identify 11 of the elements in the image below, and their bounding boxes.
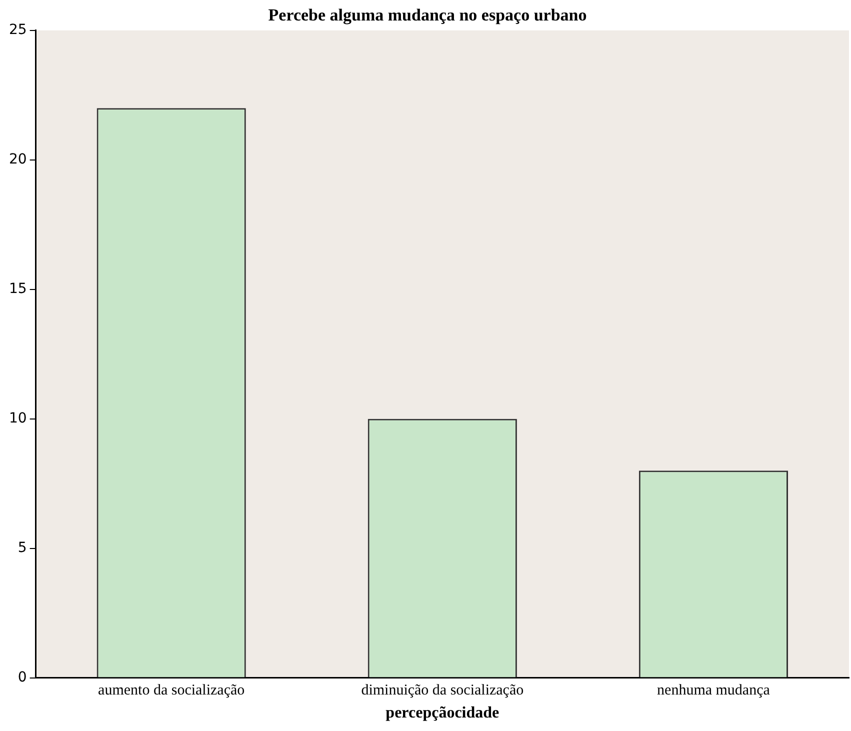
y-tick-label: 10 (8, 410, 27, 426)
x-axis-title: percepçãocidade (386, 704, 500, 722)
chart-title: Percebe alguma mudança no espaço urbano (268, 6, 587, 25)
y-tick-label: 25 (8, 22, 27, 38)
y-tick-label: 5 (18, 540, 27, 556)
y-tick-label: 15 (8, 281, 27, 297)
x-tick-label: nenhuma mudança (657, 682, 770, 699)
x-tick-label: diminuição da socialização (361, 682, 524, 699)
x-tick-label: aumento da socialização (98, 682, 245, 699)
y-tick-label: 0 (18, 669, 27, 686)
y-tick-label: 20 (8, 152, 27, 168)
